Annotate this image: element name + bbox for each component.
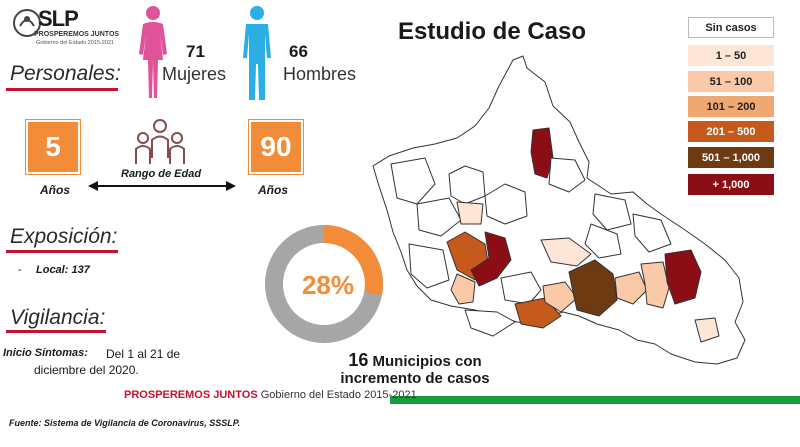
percentage-label: 28% [301,270,355,300]
footer-bold: PROSPEREMOS JUNTOS [124,389,258,401]
age-max-unit: Años [258,183,288,197]
age-range-label: Rango de Edad [121,168,202,180]
map-region [390,157,436,205]
map-region [568,259,618,317]
legend-item: 1 – 50 [688,45,774,66]
map-region [450,273,476,305]
men-count: 66 [289,42,308,61]
percentage-donut [265,225,383,343]
map-region [632,213,672,253]
map-region [416,197,462,237]
map-region [448,165,486,205]
women-count: 71 [186,42,205,61]
exposicion-bullet: - [18,264,22,276]
map-region [592,193,632,231]
logo [12,4,112,50]
exposicion-item: Local: 137 [36,264,90,276]
woman-icon [139,6,167,98]
man-icon [243,6,271,100]
page-title: Estudio de Caso [398,18,587,45]
logo-subtitle: PROSPEREMOS JUNTOS [34,31,120,38]
legend-item: 201 – 500 [688,121,774,142]
age-min-unit: Años [40,183,70,197]
increase-line-1: 16 Municipios con [330,350,500,371]
donut-arc [265,225,383,343]
legend-item: 501 – 1,000 [688,147,774,168]
map-region [464,309,516,337]
map-region [530,127,554,179]
footer-band [0,396,800,404]
personales-underline [6,88,118,91]
map-region [584,223,622,259]
age-max-box: 90 [249,120,303,174]
exposicion-underline [6,250,118,253]
age-min-box: 5 [26,120,80,174]
map-region [484,183,528,225]
map-region [514,297,562,329]
women-label: Mujeres [162,64,227,84]
logo-emblem-icon [13,9,41,37]
map-region [540,237,592,267]
municipality-map [372,55,746,365]
people-group-icon [135,119,185,164]
source-note: Fuente: Sistema de Vigilancia de Coronav… [9,418,241,428]
vigilancia-underline [6,330,106,333]
onset-value-2: diciembre del 2020. [34,363,139,377]
map-region [408,243,450,289]
legend-item: 51 – 100 [688,71,774,92]
map-region [500,271,542,305]
men-label: Hombres [283,64,357,84]
map-region [640,261,670,309]
map-region [456,201,484,225]
increase-line1-text: Municipios con [372,353,482,370]
increase-line-2: incremento de casos [340,370,490,387]
map-region [664,249,702,305]
legend-item: Sin casos [688,17,774,38]
legend-item: 101 – 200 [688,96,774,117]
map-region [694,317,720,343]
map-region [614,271,648,305]
exposicion-heading: Exposición: [10,225,118,248]
onset-value-1: Del 1 al 21 de [106,347,181,361]
map-region [548,157,586,193]
logo-text: SLP [38,6,79,31]
map-region [470,231,512,287]
footer-rest: Gobierno del Estado 2015-2021 [260,389,417,401]
footer-green-bar [390,396,800,404]
legend-item: + 1,000 [688,174,774,195]
map-region [542,281,578,313]
vigilancia-heading: Vigilancia: [10,306,106,329]
logo-subtitle-2: Gobierno del Estado 2015-2021 [36,40,114,46]
double-arrow-icon [88,181,236,191]
onset-label: Inicio Síntomas: [3,347,88,359]
personales-heading: Personales: [10,62,121,85]
footer-text: PROSPEREMOS JUNTOS Gobierno del Estado 2… [124,389,417,401]
increase-count: 16 [348,350,369,370]
